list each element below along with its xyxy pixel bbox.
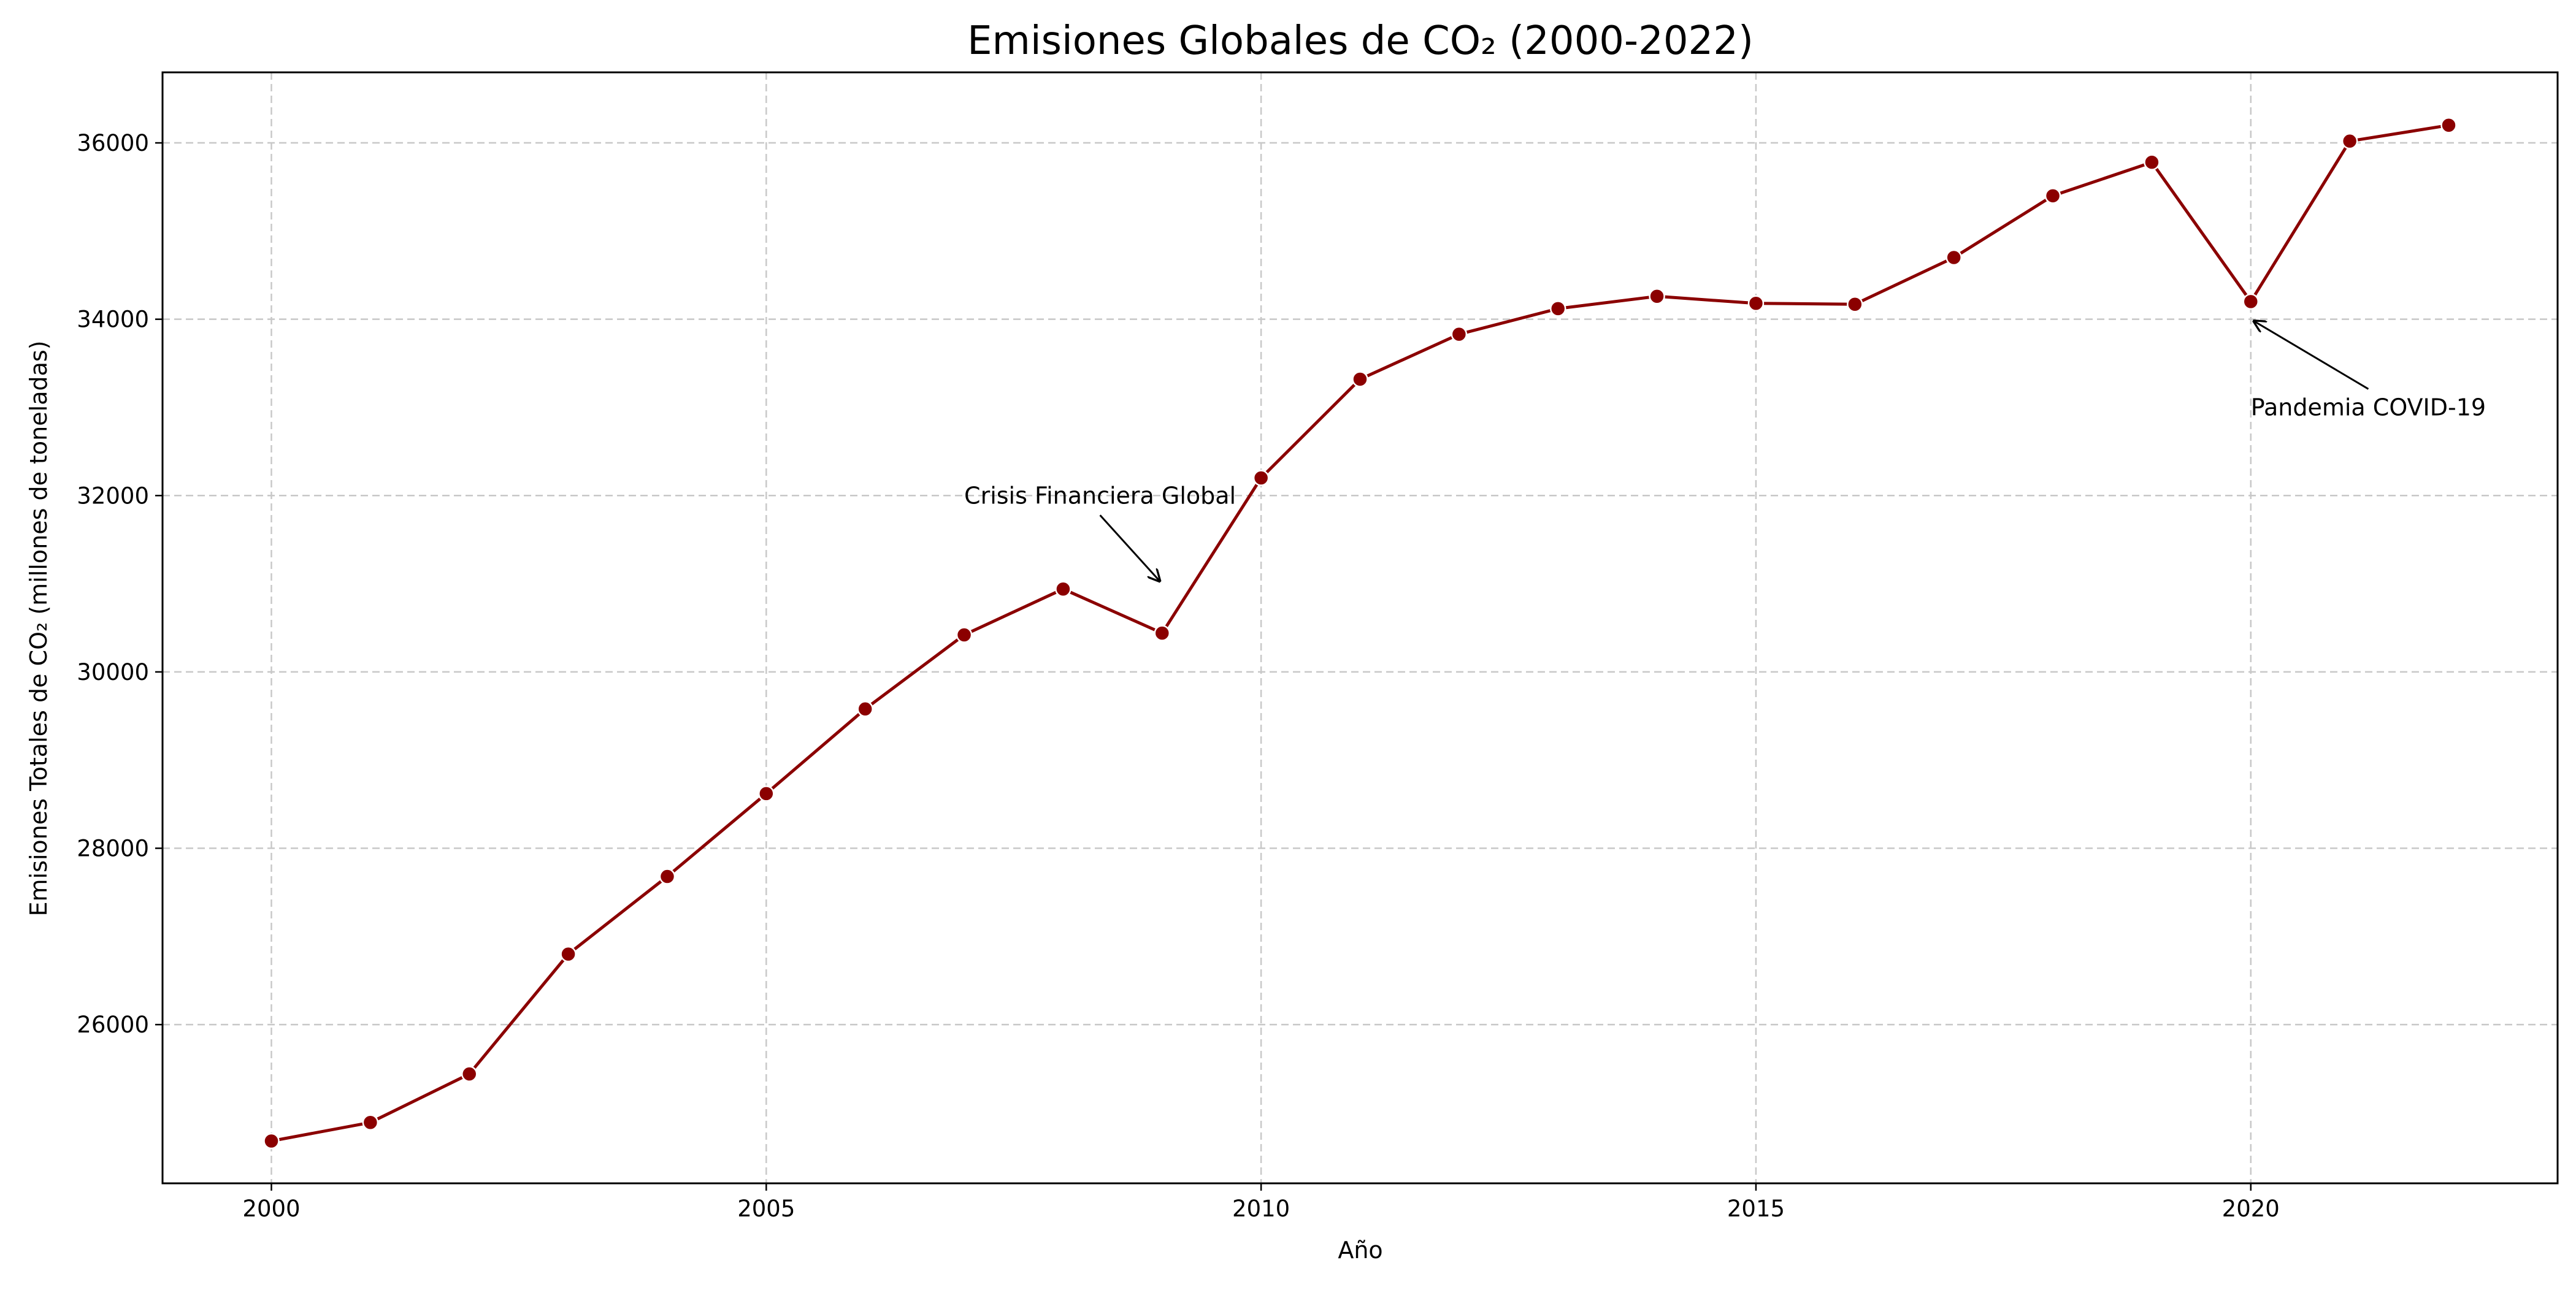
data-point bbox=[659, 868, 676, 885]
y-axis: 26000 28000 30000 32000 34000 36000 bbox=[77, 130, 163, 1038]
grid-layer bbox=[163, 72, 2558, 1183]
annotations-layer: Crisis Financiera Global Pandemia COVID-1… bbox=[964, 321, 2486, 581]
x-tick-label: 2005 bbox=[737, 1196, 795, 1222]
data-point bbox=[1352, 371, 1368, 387]
data-point bbox=[362, 1114, 379, 1131]
y-tick-label: 28000 bbox=[77, 836, 149, 862]
data-point bbox=[1945, 249, 1962, 266]
annotation-label: Crisis Financiera Global bbox=[964, 482, 1236, 509]
x-tick-label: 2020 bbox=[2222, 1196, 2280, 1222]
data-point bbox=[2440, 117, 2457, 134]
y-tick-label: 26000 bbox=[77, 1012, 149, 1038]
data-point bbox=[2242, 293, 2260, 310]
y-axis-label: Emisiones Totales de CO₂ (millones de to… bbox=[25, 340, 52, 916]
annotation-arrow bbox=[2254, 321, 2369, 390]
x-tick-label: 2010 bbox=[1232, 1196, 1290, 1222]
data-point bbox=[2341, 132, 2358, 150]
series-line bbox=[271, 123, 2449, 1143]
data-point bbox=[2144, 154, 2160, 170]
data-point bbox=[758, 785, 775, 802]
series-layer bbox=[271, 123, 2449, 1143]
annotation-label: Pandemia COVID-19 bbox=[2251, 394, 2486, 421]
y-tick-label: 34000 bbox=[77, 307, 149, 333]
data-point bbox=[560, 945, 577, 963]
chart-title: Emisiones Globales de CO₂ (2000-2022) bbox=[967, 18, 1754, 64]
x-axis-label: Año bbox=[1338, 1237, 1382, 1264]
y-tick-label: 32000 bbox=[77, 483, 149, 509]
annotation-arrow bbox=[1099, 514, 1160, 581]
data-point bbox=[461, 1066, 478, 1082]
data-point bbox=[857, 701, 873, 717]
data-point bbox=[2044, 188, 2061, 204]
x-tick-label: 2015 bbox=[1727, 1196, 1785, 1222]
x-tick-label: 2000 bbox=[242, 1196, 300, 1222]
points-layer bbox=[263, 117, 2457, 1150]
data-point bbox=[1549, 300, 1566, 317]
data-point bbox=[1847, 296, 1863, 313]
y-tick-label: 30000 bbox=[77, 659, 149, 685]
data-point bbox=[1154, 625, 1171, 641]
y-tick-label: 36000 bbox=[77, 130, 149, 156]
x-axis: 2000 2005 2010 2015 2020 bbox=[242, 1183, 2280, 1222]
plot-frame bbox=[161, 71, 2559, 1185]
data-point bbox=[956, 627, 973, 643]
data-point bbox=[1252, 470, 1270, 486]
data-point bbox=[1451, 326, 1468, 343]
data-point bbox=[1747, 295, 1765, 312]
data-point bbox=[263, 1132, 280, 1150]
data-point bbox=[1649, 288, 1665, 305]
data-point bbox=[1055, 581, 1071, 597]
